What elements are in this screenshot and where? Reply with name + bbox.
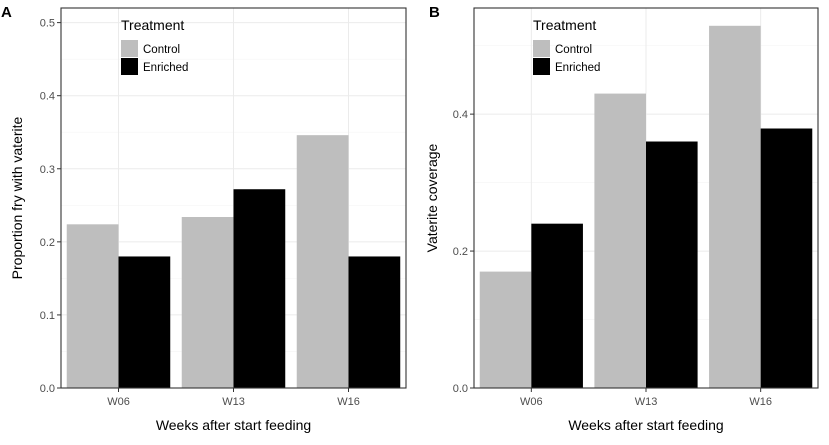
x-axis-title: Weeks after start feeding (568, 417, 723, 433)
legend-label-control: Control (555, 44, 592, 56)
legend-swatch-control (121, 40, 138, 57)
legend: Treatment Control Enriched (533, 17, 600, 75)
bar-enriched-w13 (646, 141, 698, 388)
y-tick-label: 0.2 (453, 246, 468, 258)
x-tick-label: W13 (222, 396, 245, 408)
legend-label-enriched: Enriched (555, 62, 600, 74)
bar-control-w13 (594, 93, 646, 389)
x-tick-label: W06 (107, 396, 130, 408)
bar-control-w16 (709, 25, 761, 389)
y-tick-label: 0.4 (40, 91, 55, 103)
y-tick-label: 0.4 (453, 109, 468, 121)
legend: Treatment Control Enriched (121, 17, 188, 75)
y-axis-title: Proportion fry with vaterite (9, 116, 25, 279)
bar-enriched-w06 (531, 223, 583, 388)
y-axis-title: Vaterite coverage (424, 143, 440, 252)
bar-control-w06 (66, 224, 119, 388)
y-tick-label: 0.0 (453, 383, 468, 395)
bar-enriched-w16 (348, 256, 401, 388)
y-tick-label: 0.3 (40, 164, 55, 176)
bar-enriched-w16 (760, 128, 813, 388)
legend-swatch-control (533, 40, 550, 57)
bar-control-w06 (479, 271, 532, 388)
bar-enriched-w06 (118, 256, 171, 388)
y-tick-label: 0.2 (40, 237, 55, 249)
bar-enriched-w13 (233, 189, 286, 388)
panel-b: 0.0 0.2 0.4 W06 W13 W16 Weeks after start feed… (424, 4, 819, 433)
y-tick-label: 0.0 (40, 383, 55, 395)
legend-label-enriched: Enriched (143, 62, 188, 74)
bar-control-w13 (181, 217, 234, 388)
x-tick-label: W13 (635, 396, 658, 408)
y-tick-label: 0.1 (40, 310, 55, 322)
x-axis-title: Weeks after start feeding (156, 417, 311, 433)
panel-a: 0.0 0.1 0.2 0.3 0.4 0.5 W06 W13 W16 Weeks after s… (1, 4, 407, 433)
x-tick-label: W06 (520, 396, 543, 408)
panel-tag: B (429, 4, 440, 21)
panel-tag: A (1, 4, 12, 21)
x-tick-label: W16 (749, 396, 772, 408)
legend-title: Treatment (121, 17, 184, 33)
legend-label-control: Control (143, 44, 180, 56)
y-tick-label: 0.5 (40, 18, 55, 30)
legend-swatch-enriched (121, 58, 138, 75)
bar-control-w16 (296, 135, 349, 388)
legend-title: Treatment (533, 17, 596, 33)
x-tick-label: W16 (337, 396, 360, 408)
legend-swatch-enriched (533, 58, 550, 75)
